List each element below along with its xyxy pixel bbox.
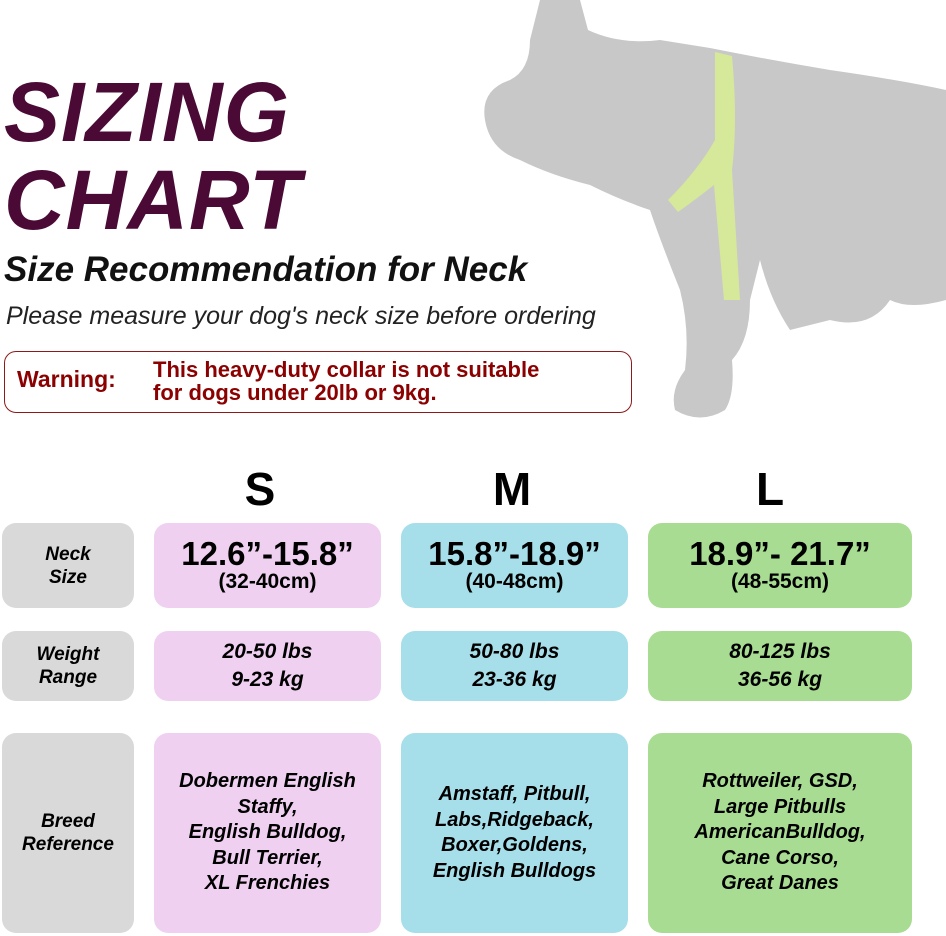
size-header-m: M [492,463,532,515]
collar-measuring-tape-icon [668,52,740,300]
neck-inches: 12.6”-15.8” [181,534,354,572]
neck-cm: (32-40cm) [218,569,317,593]
breed-line: Boxer,Goldens, [441,834,588,856]
weight-kg: 23-36 kg [472,668,557,691]
weight-range-s: 20-50 lbs 9-23 kg [154,631,381,701]
neck-inches: 15.8”-18.9” [428,534,601,572]
weight-range-l: 80-125 lbs 36-56 kg [648,631,912,701]
weight-range-m: 50-80 lbs 23-36 kg [401,631,628,701]
row-label-neck-size: Neck Size [2,523,134,608]
breed-line: Great Danes [721,872,839,895]
breed-reference-l: Rottweiler, GSD, Large Pitbulls AmericanBu… [648,733,912,933]
instruction-text: Please measure your dog's neck size befo… [6,302,596,330]
breed-line: AmericanBulldog, [694,821,866,844]
warning-message: This heavy-duty collar is not suitable f… [153,358,539,404]
neck-cm: (48-55cm) [730,569,830,593]
label-line: Size [48,566,88,588]
weight-lbs: 50-80 lbs [469,640,560,663]
size-header-s: S [244,463,276,515]
label-line: Neck [45,543,91,565]
label-line: Breed [41,811,95,832]
subtitle: Size Recommendation for Neck [4,250,528,289]
breed-reference-m: Amstaff, Pitbull, Labs,Ridgeback, Boxer,Go… [401,733,628,933]
warning-label: Warning: [17,366,116,392]
breed-line: Dobermen English [179,770,356,793]
neck-inches: 18.9”- 21.7” [689,534,871,572]
weight-lbs: 20-50 lbs [222,640,313,663]
breed-line: English Bulldogs [432,859,597,882]
breed-line: Bull Terrier, [212,846,323,869]
neck-size-m: 15.8”-18.9” (40-48cm) [401,523,628,608]
label-line: Range [38,667,98,688]
warning-box: Warning: This heavy-duty collar is not s… [4,351,632,413]
dog-silhouette-illustration [484,0,946,418]
neck-size-l: 18.9”- 21.7” (48-55cm) [648,523,912,608]
breed-line: Cane Corso, [721,846,839,869]
breed-line: Labs,Ridgeback, [435,808,594,831]
neck-size-s: 12.6”-15.8” (32-40cm) [154,523,381,608]
title-sizing: SIZING [4,65,291,159]
breed-line: Large Pitbulls [713,795,847,818]
row-label-weight-range: Weight Range [2,631,134,701]
breed-line: English Bulldog, [188,821,347,844]
breed-line: Rottweiler, GSD, [702,770,858,793]
warning-line: This heavy-duty collar is not suitable [153,357,540,382]
title-chart: CHART [4,153,302,247]
neck-cm: (40-48cm) [465,569,564,593]
breed-line: XL Frenchies [204,872,331,895]
weight-lbs: 80-125 lbs [729,640,831,663]
breed-line: Amstaff, Pitbull, [438,783,591,805]
weight-kg: 9-23 kg [231,668,304,691]
breed-reference-s: Dobermen English Staffy, English Bulldog, B… [154,733,381,933]
row-label-breed-reference: Breed Reference [2,733,134,933]
size-header-l: L [755,463,785,515]
warning-line: for dogs under 20lb or 9kg. [153,380,437,405]
breed-line: Staffy, [237,795,298,818]
label-line: Weight [36,644,100,665]
weight-kg: 36-56 kg [737,668,823,691]
label-line: Reference [22,834,114,855]
